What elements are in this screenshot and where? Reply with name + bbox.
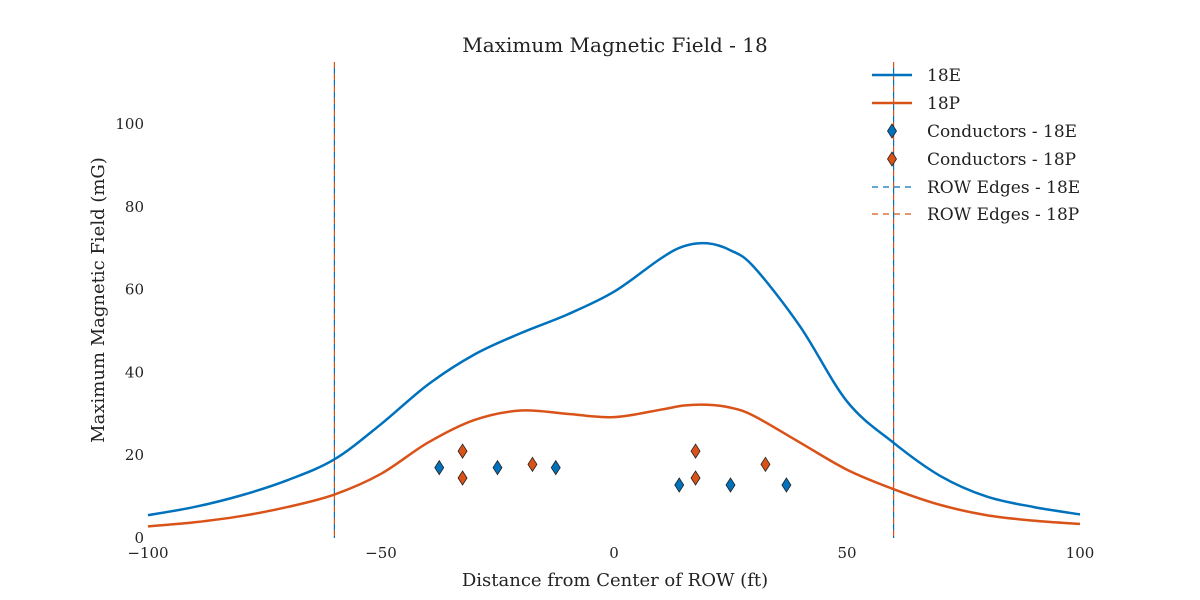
conductors-18e-marker-5 xyxy=(781,477,792,493)
conductors-18e-marker-4 xyxy=(725,477,736,493)
y-tick-label: 0 xyxy=(134,529,144,547)
y-tick-label: 20 xyxy=(125,446,144,464)
legend-label-conductors-18e: Conductors - 18E xyxy=(927,122,1077,142)
y-axis-ticks: 0 20 40 60 80 100 xyxy=(115,115,144,547)
legend-swatch-conductors-18p xyxy=(887,151,897,167)
series-line-18e xyxy=(147,241,1081,517)
y-tick-label: 80 xyxy=(125,198,144,216)
legend-item-conductors-18e: Conductors - 18E xyxy=(887,122,1077,142)
y-axis-label: Maximum Magnetic Field (mG) xyxy=(88,157,109,443)
chart-title: Maximum Magnetic Field - 18 xyxy=(462,33,767,57)
legend-label-18p: 18P xyxy=(927,94,960,114)
conductors-18p-marker-2 xyxy=(527,456,538,473)
conductors-18e-marker-0 xyxy=(434,459,445,476)
conductor-markers xyxy=(434,443,792,493)
conductors-18e-marker-3 xyxy=(674,477,685,493)
legend-item-18e: 18E xyxy=(872,66,961,86)
legend-item-18p: 18P xyxy=(872,94,960,114)
row-edges xyxy=(333,62,895,538)
legend-label-row-edges-18p: ROW Edges - 18P xyxy=(927,205,1079,225)
y-tick-label: 100 xyxy=(115,115,144,133)
legend-item-row-edges-18p: ROW Edges - 18P xyxy=(872,205,1079,225)
conductors-18p-marker-4 xyxy=(690,470,701,486)
x-tick-label: −50 xyxy=(365,544,397,562)
x-tick-label: 0 xyxy=(609,544,619,562)
conductors-18p-marker-3 xyxy=(690,443,701,459)
x-axis-label: Distance from Center of ROW (ft) xyxy=(462,570,768,591)
conductors-18p-marker-5 xyxy=(760,456,771,473)
y-tick-label: 60 xyxy=(125,281,144,299)
legend-label-row-edges-18e: ROW Edges - 18E xyxy=(927,178,1080,198)
series-line-18p xyxy=(147,403,1081,528)
field-lines xyxy=(147,241,1081,528)
conductors-18p-marker-0 xyxy=(457,443,468,459)
legend-label-conductors-18p: Conductors - 18P xyxy=(927,150,1076,170)
conductors-18e-marker-2 xyxy=(550,459,561,476)
legend-swatch-conductors-18e xyxy=(887,123,897,139)
y-tick-label: 40 xyxy=(125,363,144,381)
x-axis-ticks: −100 −50 0 50 100 xyxy=(127,544,1094,562)
legend-item-row-edges-18e: ROW Edges - 18E xyxy=(872,178,1080,198)
legend-item-conductors-18p: Conductors - 18P xyxy=(887,150,1076,170)
x-tick-label: −100 xyxy=(127,544,168,562)
legend-label-18e: 18E xyxy=(927,66,961,86)
conductors-18e-marker-1 xyxy=(492,459,503,476)
conductors-18p-marker-1 xyxy=(457,470,468,486)
legend: 18E 18P Conductors - 18E Conductors - 18… xyxy=(872,66,1080,225)
x-tick-label: 100 xyxy=(1066,544,1095,562)
x-tick-label: 50 xyxy=(837,544,856,562)
